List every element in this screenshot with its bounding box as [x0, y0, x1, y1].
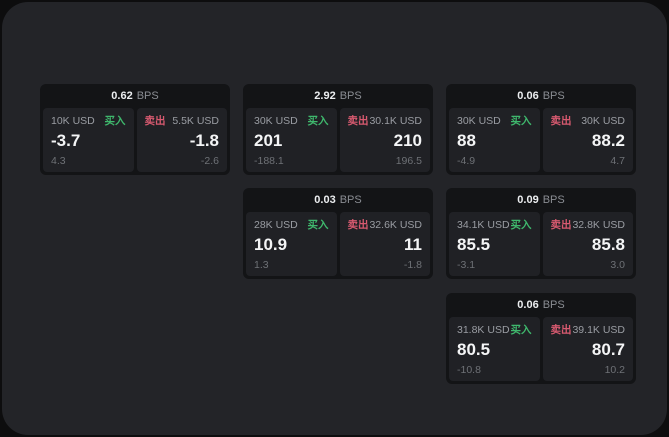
buy-label: 买入 — [104, 115, 126, 127]
spread-header: 0.62 BPS — [40, 84, 230, 108]
sell-sub-value: 4.7 — [610, 155, 625, 167]
spread-value: 0.62 — [111, 90, 133, 102]
buy-sub-value: -4.9 — [457, 155, 476, 167]
buy-quote-tile[interactable]: 28K USD 买入 10.9 1.3 — [246, 212, 337, 276]
sell-label: 卖出 — [550, 115, 572, 127]
quote-card-4: 0.03 BPS 28K USD 买入 10.9 1.3 卖出 32.6K US… — [243, 188, 433, 279]
sell-size: 5.5K USD — [172, 115, 219, 127]
buy-price: 201 — [254, 131, 283, 150]
buy-quote-tile[interactable]: 10K USD 买入 -3.7 4.3 — [43, 108, 134, 172]
spread-value: 0.06 — [517, 90, 539, 102]
spread-value: 2.92 — [314, 90, 336, 102]
buy-sub-value: -188.1 — [254, 155, 284, 167]
spread-header: 0.03 BPS — [243, 188, 433, 212]
buy-quote-tile[interactable]: 31.8K USD 买入 80.5 -10.8 — [449, 317, 540, 381]
buy-label: 买入 — [510, 219, 532, 231]
sell-sub-value: 3.0 — [610, 259, 625, 271]
buy-price: 85.5 — [457, 235, 491, 254]
sell-label: 卖出 — [550, 219, 572, 231]
sell-size: 30K USD — [581, 115, 625, 127]
quote-card-5: 0.09 BPS 34.1K USD 买入 85.5 -3.1 卖出 32.8K… — [446, 188, 636, 279]
buy-label: 买入 — [307, 115, 329, 127]
sell-quote-tile[interactable]: 卖出 5.5K USD -1.8 -2.6 — [136, 108, 227, 172]
sell-quote-tile[interactable]: 卖出 30.1K USD 210 196.5 — [339, 108, 430, 172]
buy-sub-value: 1.3 — [254, 259, 269, 271]
buy-size: 28K USD — [254, 219, 298, 231]
sell-quote-tile[interactable]: 卖出 30K USD 88.2 4.7 — [542, 108, 633, 172]
spread-unit: BPS — [339, 194, 362, 206]
buy-size: 30K USD — [254, 115, 298, 127]
buy-label: 买入 — [510, 115, 532, 127]
spread-unit: BPS — [136, 90, 159, 102]
sell-size: 39.1K USD — [572, 324, 625, 336]
quote-card-2: 2.92 BPS 30K USD 买入 201 -188.1 卖出 30.1K … — [243, 84, 433, 175]
spread-unit: BPS — [542, 90, 565, 102]
buy-quote-tile[interactable]: 30K USD 买入 201 -188.1 — [246, 108, 337, 172]
spread-value: 0.03 — [314, 194, 336, 206]
spread-header: 2.92 BPS — [243, 84, 433, 108]
buy-label: 买入 — [510, 324, 532, 336]
quote-card-1: 0.62 BPS 10K USD 买入 -3.7 4.3 卖出 5.5K USD… — [40, 84, 230, 175]
sell-price: 210 — [393, 131, 422, 150]
sell-label: 卖出 — [347, 219, 369, 231]
sell-size: 32.8K USD — [572, 219, 625, 231]
sell-size: 32.6K USD — [369, 219, 422, 231]
sell-price: 11 — [404, 235, 422, 254]
buy-size: 31.8K USD — [457, 324, 510, 336]
spread-unit: BPS — [339, 90, 362, 102]
spread-unit: BPS — [542, 194, 565, 206]
buy-quote-tile[interactable]: 34.1K USD 买入 85.5 -3.1 — [449, 212, 540, 276]
buy-price: 10.9 — [254, 235, 288, 254]
buy-sub-value: -10.8 — [457, 364, 481, 376]
spread-value: 0.09 — [517, 194, 539, 206]
spread-header: 0.09 BPS — [446, 188, 636, 212]
buy-label: 买入 — [307, 219, 329, 231]
sell-price: 80.7 — [591, 340, 625, 359]
sell-quote-tile[interactable]: 卖出 32.6K USD 11 -1.8 — [339, 212, 430, 276]
sell-sub-value: -2.6 — [200, 155, 219, 167]
sell-sub-value: 10.2 — [604, 364, 625, 376]
buy-price: 80.5 — [457, 340, 491, 359]
sell-price: 85.8 — [591, 235, 625, 254]
sell-sub-value: -1.8 — [403, 259, 422, 271]
spread-unit: BPS — [542, 299, 565, 311]
sell-price: 88.2 — [591, 131, 625, 150]
buy-price: -3.7 — [51, 131, 81, 150]
sell-sub-value: 196.5 — [395, 155, 422, 167]
buy-quote-tile[interactable]: 30K USD 买入 88 -4.9 — [449, 108, 540, 172]
quote-card-6: 0.06 BPS 31.8K USD 买入 80.5 -10.8 卖出 39.1… — [446, 293, 636, 384]
buy-sub-value: -3.1 — [457, 259, 476, 271]
quote-card-3: 0.06 BPS 30K USD 买入 88 -4.9 卖出 30K USD 8… — [446, 84, 636, 175]
buy-price: 88 — [457, 131, 476, 150]
sell-size: 30.1K USD — [369, 115, 422, 127]
sell-price: -1.8 — [189, 131, 219, 150]
sell-label: 卖出 — [347, 115, 369, 127]
spread-header: 0.06 BPS — [446, 84, 636, 108]
sell-label: 卖出 — [144, 115, 166, 127]
buy-size: 30K USD — [457, 115, 501, 127]
spread-header: 0.06 BPS — [446, 293, 636, 317]
buy-sub-value: 4.3 — [51, 155, 66, 167]
buy-size: 34.1K USD — [457, 219, 510, 231]
sell-quote-tile[interactable]: 卖出 39.1K USD 80.7 10.2 — [542, 317, 633, 381]
buy-size: 10K USD — [51, 115, 95, 127]
sell-quote-tile[interactable]: 卖出 32.8K USD 85.8 3.0 — [542, 212, 633, 276]
sell-label: 卖出 — [550, 324, 572, 336]
spread-value: 0.06 — [517, 299, 539, 311]
